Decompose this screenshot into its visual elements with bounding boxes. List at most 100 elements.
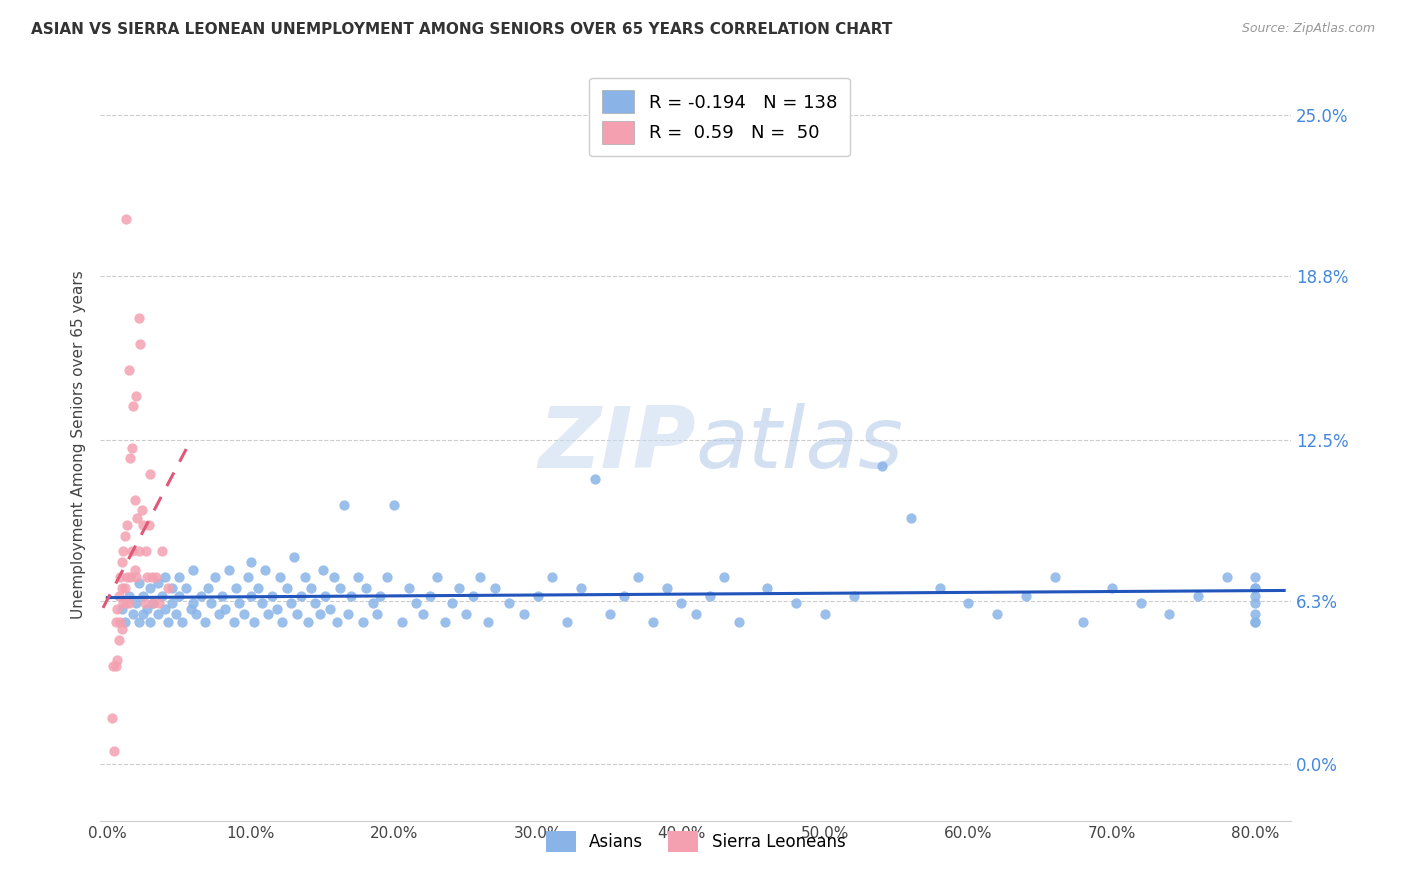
Point bbox=[337, 607, 360, 621]
Point bbox=[1244, 581, 1267, 595]
Point bbox=[204, 570, 226, 584]
Point bbox=[599, 607, 621, 621]
Point bbox=[186, 607, 208, 621]
Point bbox=[756, 581, 779, 595]
Point bbox=[146, 607, 169, 621]
Point bbox=[118, 589, 141, 603]
Point bbox=[347, 570, 370, 584]
Point bbox=[194, 615, 217, 629]
Point bbox=[167, 589, 190, 603]
Point bbox=[527, 589, 550, 603]
Point bbox=[148, 596, 170, 610]
Point bbox=[142, 596, 165, 610]
Point bbox=[470, 570, 492, 584]
Point bbox=[211, 589, 233, 603]
Point bbox=[419, 589, 441, 603]
Point bbox=[132, 518, 155, 533]
Point bbox=[124, 563, 146, 577]
Point bbox=[928, 581, 950, 595]
Point bbox=[236, 570, 259, 584]
Point bbox=[262, 589, 284, 603]
Text: ASIAN VS SIERRA LEONEAN UNEMPLOYMENT AMONG SENIORS OVER 65 YEARS CORRELATION CHA: ASIAN VS SIERRA LEONEAN UNEMPLOYMENT AMO… bbox=[31, 22, 893, 37]
Point bbox=[153, 570, 176, 584]
Point bbox=[319, 601, 342, 615]
Point bbox=[412, 607, 434, 621]
Point bbox=[842, 589, 865, 603]
Point bbox=[105, 601, 128, 615]
Point bbox=[146, 575, 169, 590]
Point bbox=[114, 581, 136, 595]
Point bbox=[156, 581, 179, 595]
Point bbox=[222, 615, 245, 629]
Point bbox=[297, 615, 319, 629]
Point bbox=[136, 601, 159, 615]
Point bbox=[115, 212, 138, 227]
Point bbox=[314, 589, 336, 603]
Point bbox=[197, 581, 219, 595]
Point bbox=[156, 615, 179, 629]
Point bbox=[1244, 596, 1267, 610]
Point bbox=[132, 607, 155, 621]
Point bbox=[128, 575, 150, 590]
Point bbox=[111, 555, 134, 569]
Point bbox=[160, 581, 183, 595]
Point bbox=[613, 589, 636, 603]
Point bbox=[1244, 581, 1267, 595]
Point bbox=[1244, 570, 1267, 584]
Point bbox=[218, 563, 240, 577]
Point bbox=[433, 615, 456, 629]
Point bbox=[121, 441, 143, 455]
Point bbox=[311, 563, 333, 577]
Point bbox=[138, 518, 160, 533]
Point bbox=[105, 653, 128, 667]
Point bbox=[304, 596, 326, 610]
Point bbox=[128, 310, 150, 325]
Point bbox=[121, 544, 143, 558]
Point bbox=[627, 570, 650, 584]
Point bbox=[200, 596, 222, 610]
Point bbox=[1159, 607, 1181, 621]
Point bbox=[111, 623, 134, 637]
Legend: R = -0.194   N = 138, R =  0.59   N =  50: R = -0.194 N = 138, R = 0.59 N = 50 bbox=[589, 78, 849, 156]
Point bbox=[333, 498, 356, 512]
Point bbox=[239, 589, 262, 603]
Point bbox=[254, 563, 277, 577]
Point bbox=[498, 596, 520, 610]
Point bbox=[308, 607, 330, 621]
Point bbox=[128, 544, 150, 558]
Point bbox=[228, 596, 250, 610]
Point bbox=[111, 581, 134, 595]
Point bbox=[1101, 581, 1123, 595]
Point bbox=[368, 589, 391, 603]
Point bbox=[122, 607, 145, 621]
Point bbox=[269, 570, 291, 584]
Point bbox=[266, 601, 288, 615]
Point bbox=[242, 615, 264, 629]
Point bbox=[814, 607, 837, 621]
Point bbox=[329, 581, 352, 595]
Point bbox=[180, 601, 202, 615]
Point bbox=[183, 563, 205, 577]
Point bbox=[214, 601, 236, 615]
Point bbox=[541, 570, 564, 584]
Point bbox=[139, 467, 162, 481]
Point bbox=[1216, 570, 1239, 584]
Point bbox=[426, 570, 449, 584]
Point bbox=[120, 450, 142, 465]
Point bbox=[112, 596, 135, 610]
Point bbox=[785, 596, 807, 610]
Point bbox=[112, 544, 135, 558]
Point bbox=[323, 570, 346, 584]
Point bbox=[280, 596, 302, 610]
Point bbox=[125, 596, 148, 610]
Point bbox=[114, 615, 136, 629]
Point bbox=[104, 658, 127, 673]
Point bbox=[118, 362, 141, 376]
Point bbox=[1187, 589, 1209, 603]
Point bbox=[129, 336, 152, 351]
Point bbox=[685, 607, 707, 621]
Point bbox=[110, 615, 132, 629]
Point bbox=[456, 607, 478, 621]
Point bbox=[382, 498, 405, 512]
Point bbox=[900, 510, 922, 524]
